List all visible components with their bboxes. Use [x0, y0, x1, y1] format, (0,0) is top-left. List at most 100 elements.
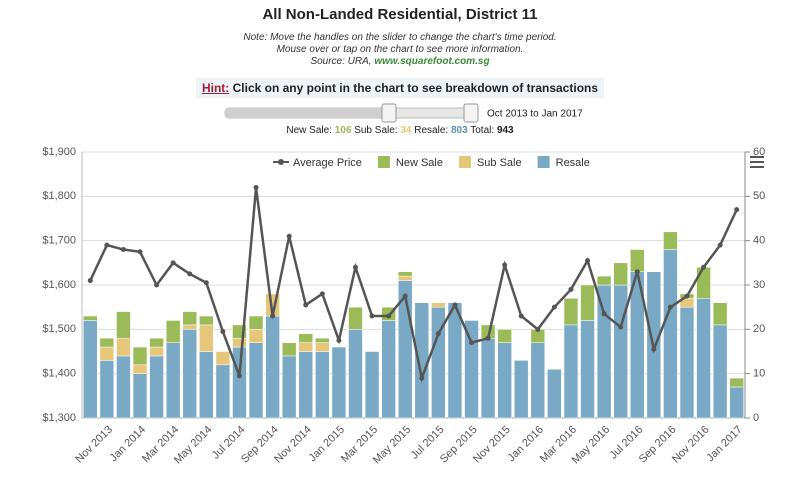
- bar-segment: [729, 377, 744, 388]
- summary-label: Total:: [470, 125, 495, 136]
- slider-handle[interactable]: [381, 103, 397, 123]
- slider: Oct 2013 to Jan 2017: [224, 103, 583, 123]
- bar-segment: [199, 315, 214, 326]
- price-point: [734, 207, 740, 213]
- bar-segment: [248, 342, 264, 419]
- bar-segment: [580, 284, 595, 321]
- price-point: [386, 313, 392, 319]
- price-point: [684, 293, 690, 299]
- bar-segment: [348, 306, 363, 330]
- bar-segment: [99, 360, 115, 419]
- price-point: [618, 324, 624, 330]
- price-point: [634, 269, 640, 275]
- legend-swatch: [458, 156, 471, 168]
- bar-segment: [248, 315, 264, 330]
- bar-segment: [663, 231, 678, 250]
- legend-item[interactable]: Resale: [537, 156, 590, 169]
- summary: New Sale: 106 Sub Sale: 34 Resale: 803 T…: [0, 125, 800, 136]
- bar-segment: [116, 337, 131, 357]
- legend-swatch: [537, 156, 550, 168]
- price-point: [452, 302, 458, 308]
- price-point: [402, 293, 408, 299]
- bar-segment: [298, 351, 313, 419]
- bar-segment: [663, 249, 678, 419]
- price-point: [154, 282, 160, 288]
- note: Mouse over or tap on the chart to see mo…: [276, 44, 524, 55]
- legend-label: Sub Sale: [477, 157, 522, 169]
- bar-segment: [364, 351, 380, 419]
- note: Note: Move the handles on the slider to …: [243, 32, 557, 43]
- bar-segment: [149, 355, 164, 419]
- price-point: [137, 249, 143, 255]
- price-point: [717, 242, 723, 248]
- menu-icon[interactable]: [750, 156, 764, 168]
- slider-range: Oct 2013 to Jan 2017: [487, 109, 583, 120]
- bar-segment: [514, 360, 529, 419]
- price-point: [551, 304, 557, 310]
- bar-segment: [99, 346, 115, 361]
- bar-segment: [165, 342, 181, 419]
- y-tick-label: $1,800: [42, 190, 76, 202]
- y-tick-label: $1,300: [42, 412, 76, 424]
- bar-segment: [530, 342, 546, 419]
- bar-segment: [215, 351, 231, 366]
- price-point: [120, 247, 126, 253]
- bar-segment: [613, 262, 628, 286]
- legend-item[interactable]: Average Price: [273, 157, 362, 169]
- slider-handle[interactable]: [463, 103, 479, 123]
- bar-segment: [630, 249, 645, 272]
- legend-item[interactable]: New Sale: [377, 156, 443, 169]
- bar-segment: [381, 320, 396, 419]
- price-point: [485, 335, 491, 341]
- price-point: [435, 331, 441, 337]
- price-point: [187, 271, 193, 277]
- bar-segment: [132, 346, 148, 366]
- bar-segment: [596, 275, 612, 286]
- price-point: [601, 311, 607, 317]
- legend-label: Resale: [556, 157, 590, 169]
- bar-segment: [729, 386, 744, 419]
- bar-segment: [580, 320, 595, 419]
- source-text: Source: URA,: [310, 56, 372, 67]
- bar-segment: [712, 324, 728, 419]
- bar-segment: [431, 302, 446, 308]
- price-point: [667, 304, 673, 310]
- hint: Hint: Click on any point in the chart to…: [0, 78, 800, 98]
- price-point: [419, 375, 425, 381]
- price-point: [303, 302, 309, 308]
- price-point: [585, 258, 591, 264]
- price-point: [203, 280, 209, 286]
- bar-segment: [298, 333, 313, 343]
- bar-segment: [712, 302, 728, 326]
- summary-value: 34: [400, 125, 412, 136]
- legend-marker: [278, 159, 284, 165]
- bar-segment: [497, 342, 512, 419]
- bar-segment: [298, 342, 313, 352]
- legend-item[interactable]: Sub Sale: [458, 156, 522, 169]
- price-point: [535, 326, 541, 332]
- slider-fill: [225, 108, 389, 118]
- bar-segment: [398, 275, 413, 281]
- price-point: [651, 346, 657, 352]
- y2-tick-label: 40: [753, 235, 765, 247]
- source-link[interactable]: www.squarefoot.com.sg: [374, 56, 490, 67]
- bar-segment: [232, 346, 247, 419]
- bar-segment: [331, 346, 347, 419]
- price-point: [236, 373, 242, 379]
- y2-tick-label: 20: [753, 323, 765, 335]
- price-point: [220, 329, 226, 335]
- bar-segment: [83, 315, 98, 321]
- bar-segment: [464, 320, 479, 419]
- y2-tick-label: 0: [753, 412, 759, 424]
- bar-segment: [149, 337, 164, 348]
- y-tick-label: $1,400: [42, 368, 76, 380]
- bar-segment: [83, 320, 98, 419]
- bar-segment: [132, 364, 148, 374]
- hint-label[interactable]: Hint:: [201, 81, 230, 95]
- price-point: [87, 278, 93, 284]
- chart: $1,300 $1,400 $1,500 $1,600 $1,700 $1,800 $1,9…: [42, 146, 765, 466]
- bar-segment: [132, 373, 148, 419]
- price-point: [253, 184, 259, 190]
- y-tick-label: $1,900: [42, 146, 76, 158]
